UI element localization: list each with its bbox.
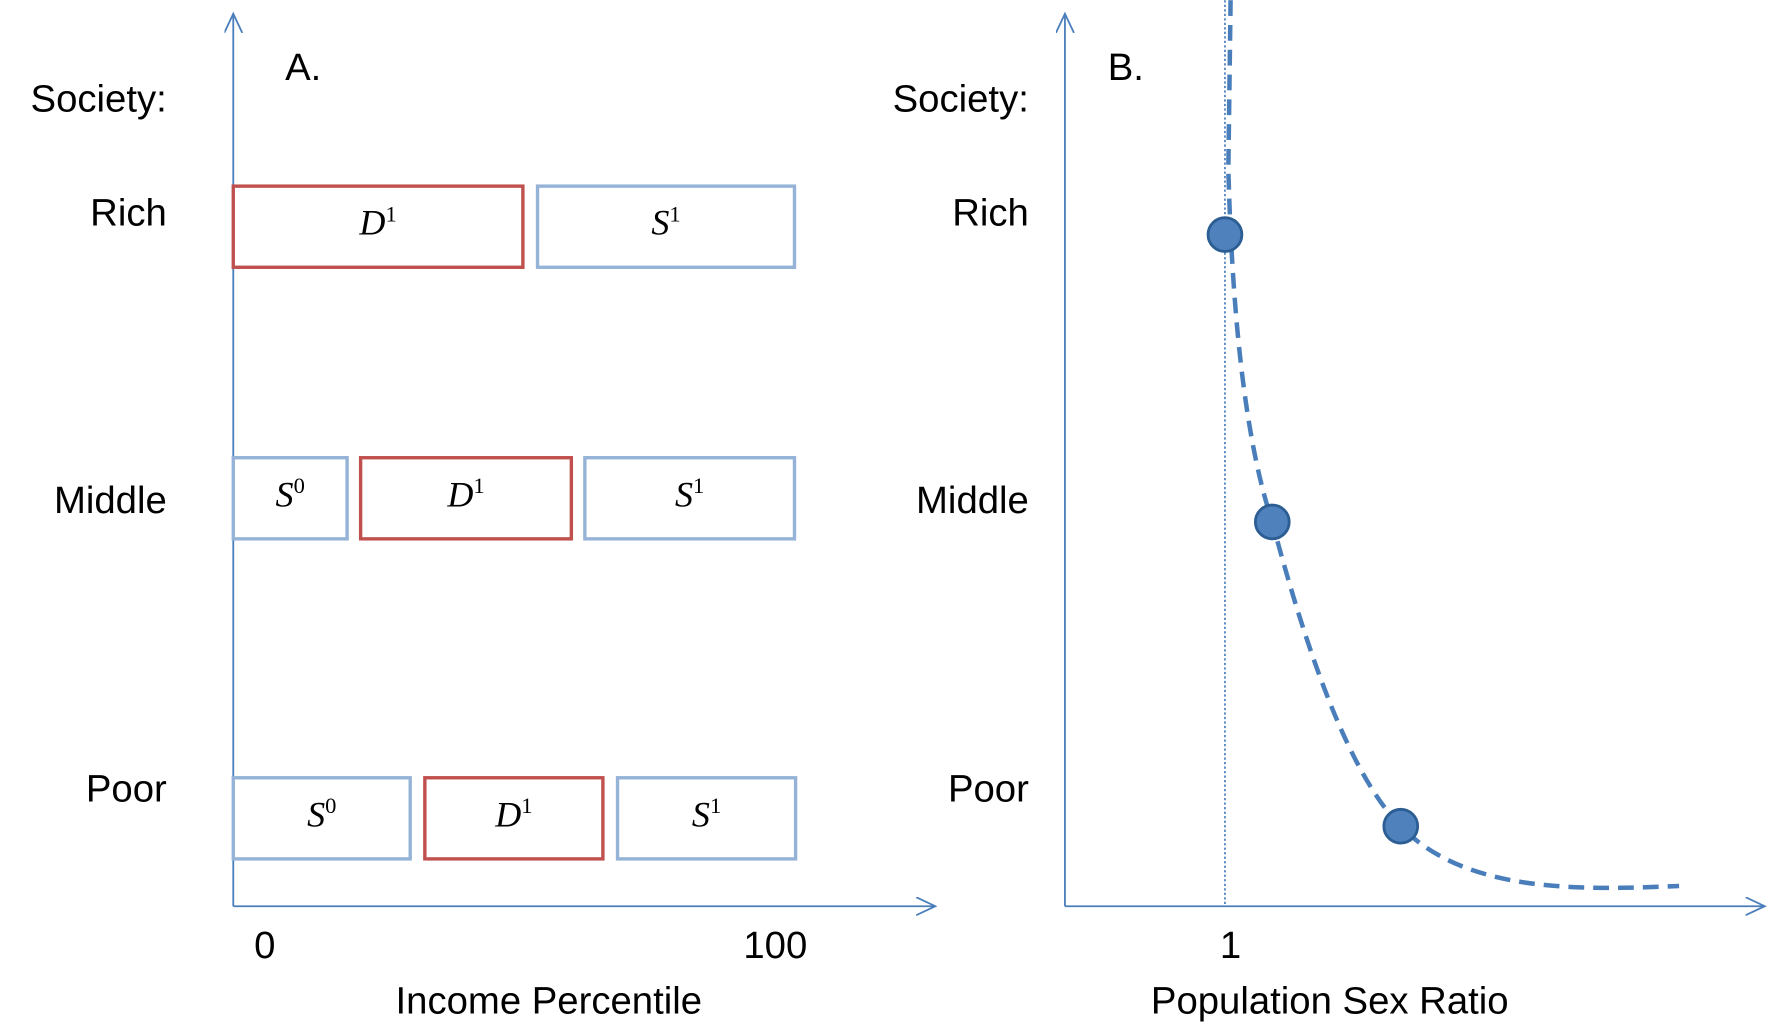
box [615, 776, 798, 861]
box-letter: S [692, 795, 710, 835]
box-label: S0 [307, 793, 336, 834]
box-letter: S [675, 475, 693, 515]
box-letter: D [358, 203, 385, 243]
row-label: Poor [948, 767, 1029, 810]
curve [1226, 0, 1680, 891]
row-label: Rich [90, 192, 167, 235]
box [231, 184, 525, 269]
box-letter: S [651, 203, 669, 243]
box-letter: S [307, 795, 325, 835]
x-tick-label: 1 [1220, 924, 1241, 967]
box-label: S1 [692, 793, 721, 834]
box [231, 776, 412, 861]
box-label: D1 [446, 473, 484, 514]
point [1206, 216, 1244, 253]
box-letter: S [276, 475, 294, 515]
box [423, 776, 605, 861]
x-tick-label: 0 [254, 924, 275, 967]
row-label: Rich [952, 192, 1029, 235]
x-axis-label: Population Sex Ratio [1151, 979, 1509, 1022]
box [231, 456, 349, 541]
panel-b: B. Society: Rich Middle Poor 1 Populatio… [893, 0, 1765, 1022]
box [358, 456, 574, 541]
box-superscript: 1 [710, 793, 721, 818]
point [1253, 503, 1291, 541]
panel-a: A. Society: 0 100 Income Percentile Rich… [31, 14, 936, 1022]
box-superscript: 1 [521, 793, 532, 818]
panel-label: A. [285, 46, 321, 89]
panel-label: B. [1108, 46, 1144, 89]
box-label: D1 [494, 793, 532, 834]
row-header: Society: [31, 78, 167, 121]
box-superscript: 0 [325, 793, 336, 818]
box-letter: D [446, 475, 473, 515]
box-label: S1 [675, 473, 704, 514]
row-label: Middle [54, 479, 167, 522]
x-axis-label: Income Percentile [396, 979, 703, 1022]
box-superscript: 1 [385, 202, 396, 227]
box-label: S0 [276, 473, 305, 514]
x-tick-label: 100 [743, 924, 807, 967]
box [583, 456, 797, 541]
box-letter: D [494, 795, 521, 835]
point [1382, 807, 1420, 845]
box-superscript: 1 [693, 473, 704, 498]
box [535, 184, 797, 269]
box-label: S1 [651, 202, 680, 243]
box-superscript: 0 [294, 473, 305, 498]
row-label: Poor [86, 767, 167, 810]
box-superscript: 1 [669, 202, 680, 227]
row-label: Middle [916, 479, 1029, 522]
box-superscript: 1 [473, 473, 484, 498]
box-label: D1 [358, 202, 396, 243]
row-header: Society: [893, 78, 1029, 121]
